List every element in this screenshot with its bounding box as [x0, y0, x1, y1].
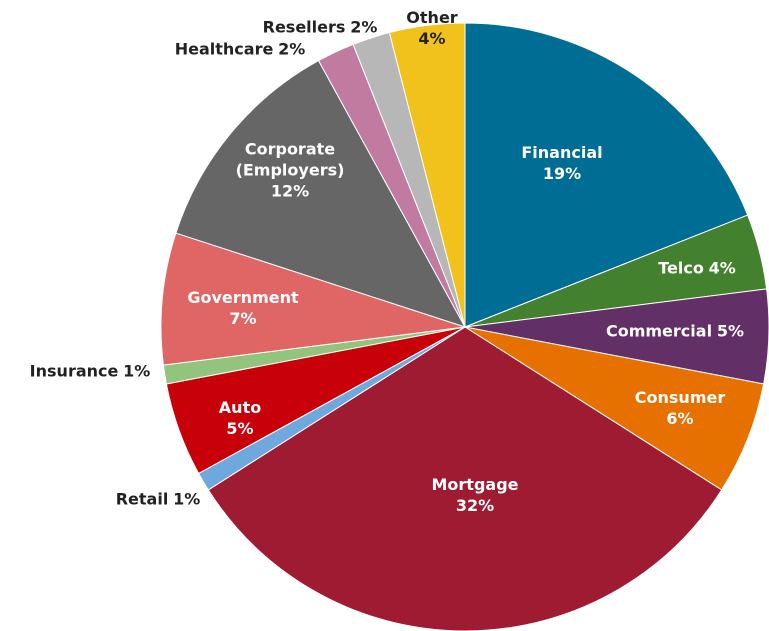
category-label: Auto — [218, 398, 262, 417]
slice-label: Mortgage 32% — [431, 474, 518, 516]
slice-label: Resellers 2% — [263, 17, 378, 38]
slice-label: Commercial 5% — [606, 321, 744, 342]
pie-slice — [464, 22, 749, 328]
slice-label: Government 7% — [187, 287, 298, 329]
category-label: Insurance — [29, 361, 119, 381]
slice-label: Financial 19% — [521, 142, 602, 184]
pie-slice — [160, 232, 466, 366]
pie-slice — [175, 59, 467, 328]
value-label: 1% — [173, 489, 201, 509]
value-label: 19% — [542, 164, 582, 183]
category-label: Government — [187, 288, 299, 307]
category-label: Financial — [521, 143, 603, 162]
slice-label: Consumer 6% — [635, 387, 725, 429]
slice-label: Telco 4% — [658, 258, 736, 279]
category-label: Corporate (Employers) — [235, 139, 345, 180]
value-label: 1% — [123, 361, 151, 381]
value-label: 2% — [278, 39, 306, 59]
value-label: 32% — [455, 496, 495, 515]
category-label: Healthcare — [174, 39, 274, 59]
slice-label: Other 4% — [406, 7, 457, 49]
pie-slice — [388, 22, 466, 328]
value-label: 2% — [350, 17, 378, 37]
slice-label: Auto 5% — [219, 397, 261, 439]
category-label: Other — [406, 8, 458, 27]
value-label: 7% — [229, 309, 257, 328]
category-label: Resellers — [262, 17, 346, 37]
category-label: Telco — [658, 258, 704, 278]
category-label: Retail — [115, 489, 169, 509]
value-label: 5% — [226, 419, 254, 438]
value-label: 4% — [708, 258, 736, 278]
slice-label: Retail 1% — [116, 489, 201, 510]
slice-label: Healthcare 2% — [175, 39, 306, 60]
value-label: 6% — [666, 409, 694, 428]
category-label: Mortgage — [431, 475, 519, 494]
value-label: 5% — [716, 321, 745, 341]
value-label: 12% — [270, 181, 310, 201]
slice-label: Corporate (Employers) 12% — [225, 139, 355, 202]
category-label: Commercial — [605, 321, 713, 341]
slice-label: Insurance 1% — [30, 361, 151, 382]
category-label: Consumer — [634, 388, 726, 407]
value-label: 4% — [418, 29, 446, 48]
